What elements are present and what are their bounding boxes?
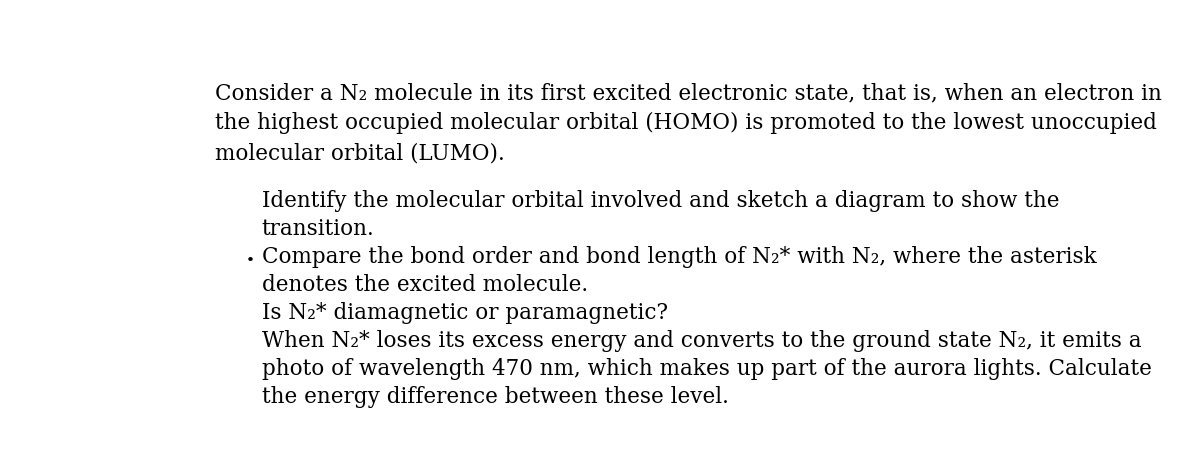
Text: Is N₂* diamagnetic or paramagnetic?: Is N₂* diamagnetic or paramagnetic? bbox=[262, 302, 667, 324]
Text: Identify the molecular orbital involved and sketch a diagram to show the: Identify the molecular orbital involved … bbox=[262, 190, 1060, 212]
Text: transition.: transition. bbox=[262, 218, 374, 240]
Text: the highest occupied molecular orbital (HOMO) is promoted to the lowest unoccupi: the highest occupied molecular orbital (… bbox=[215, 112, 1157, 135]
Text: photo of wavelength 470 nm, which makes up part of the aurora lights. Calculate: photo of wavelength 470 nm, which makes … bbox=[262, 358, 1152, 380]
Text: When N₂* loses its excess energy and converts to the ground state N₂, it emits a: When N₂* loses its excess energy and con… bbox=[262, 330, 1141, 352]
Text: the energy difference between these level.: the energy difference between these leve… bbox=[262, 386, 728, 409]
Text: ·: · bbox=[245, 246, 256, 278]
Text: Consider a N₂ molecule in its first excited electronic state, that is, when an e: Consider a N₂ molecule in its first exci… bbox=[215, 82, 1162, 104]
Text: molecular orbital (LUMO).: molecular orbital (LUMO). bbox=[215, 142, 505, 164]
Text: denotes the excited molecule.: denotes the excited molecule. bbox=[262, 274, 588, 296]
Text: Compare the bond order and bond length of N₂* with N₂, where the asterisk: Compare the bond order and bond length o… bbox=[262, 246, 1097, 268]
